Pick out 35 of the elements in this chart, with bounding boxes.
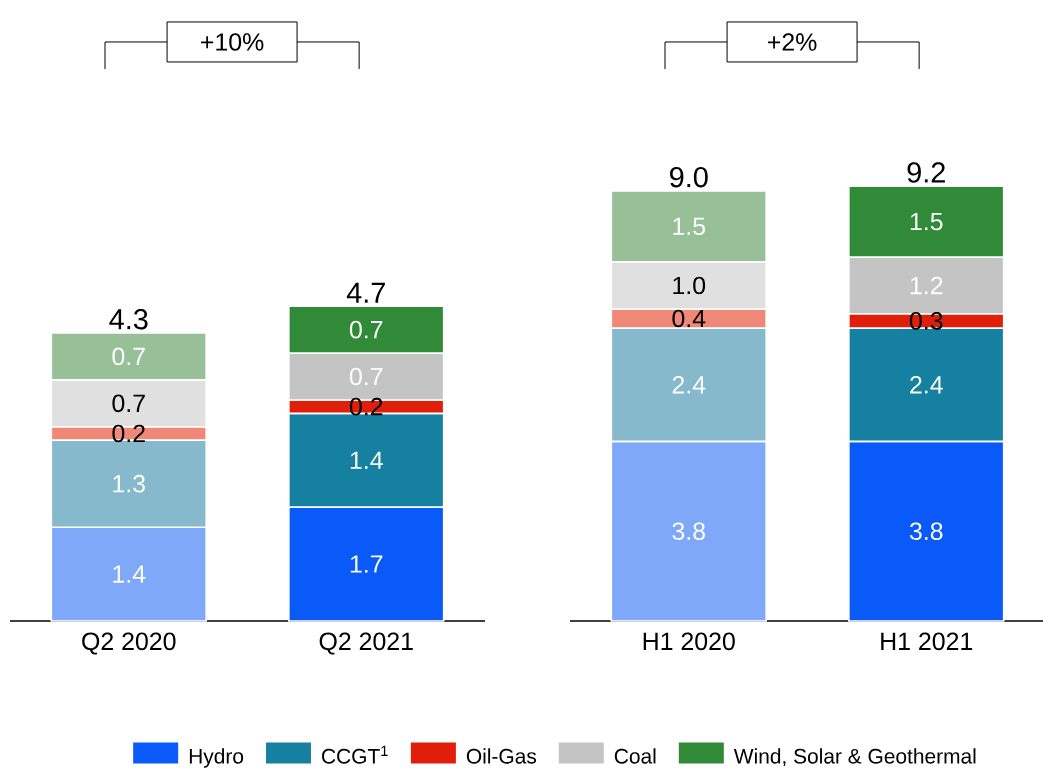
data-label: 0.7 [112,347,145,366]
data-label: 0.7 [112,394,145,413]
data-label: 0.2 [112,424,145,443]
x-tick-label: Q2 2021 [319,632,413,655]
data-label: 1.4 [113,565,146,583]
legend-label: Coal [614,748,656,764]
legend-label: Oil-Gas [466,748,537,764]
data-label: 0.4 [672,309,706,328]
legend-label: Hydro [189,748,244,768]
data-label: 3.8 [909,522,943,541]
total-label: 4.7 [346,282,385,303]
data-label: 1.7 [350,555,383,573]
data-label: 2.4 [672,375,706,394]
data-label: 0.7 [349,367,383,386]
data-label: 0.3 [909,312,943,330]
total-label: 4.3 [109,309,148,330]
legend-label: CCGT$^{1}$ [322,745,388,764]
total-label: 9.0 [670,166,708,188]
total-label: 9.2 [907,162,945,183]
data-label: 1.3 [113,474,145,493]
x-tick-label: H1 2020 [643,632,735,651]
text: +10% [201,33,264,51]
text: +2% [768,33,817,51]
data-label: 1.2 [910,276,943,295]
data-label: 2.4 [910,375,943,394]
x-tick-label: Q2 2020 [82,632,176,655]
data-label: 0.2 [349,397,383,416]
data-label: 1.4 [350,451,383,469]
legend-label: Wind, Solar & Geothermal [733,748,976,767]
data-label: 1.0 [673,276,706,295]
data-label: 0.7 [349,320,383,339]
x-tick-label: H1 2021 [881,632,973,651]
data-label: 1.5 [673,217,706,236]
data-label: 1.5 [910,212,943,231]
data-label: 3.8 [672,522,705,541]
